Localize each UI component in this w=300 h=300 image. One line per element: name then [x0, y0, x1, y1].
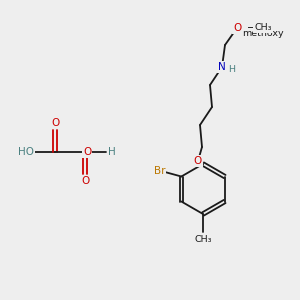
Text: HO: HO: [18, 147, 34, 157]
Text: O: O: [81, 176, 89, 186]
Text: O: O: [233, 23, 241, 33]
Text: H: H: [108, 147, 116, 157]
Text: CH₃: CH₃: [194, 235, 212, 244]
Text: methoxy: methoxy: [242, 28, 284, 38]
Text: O: O: [194, 156, 202, 166]
Text: H: H: [229, 65, 236, 74]
Text: O: O: [239, 28, 247, 38]
Text: O: O: [83, 147, 91, 157]
Text: CH₃: CH₃: [254, 23, 272, 32]
Text: Br: Br: [154, 166, 165, 176]
Text: N: N: [218, 62, 226, 72]
Text: O: O: [51, 118, 59, 128]
